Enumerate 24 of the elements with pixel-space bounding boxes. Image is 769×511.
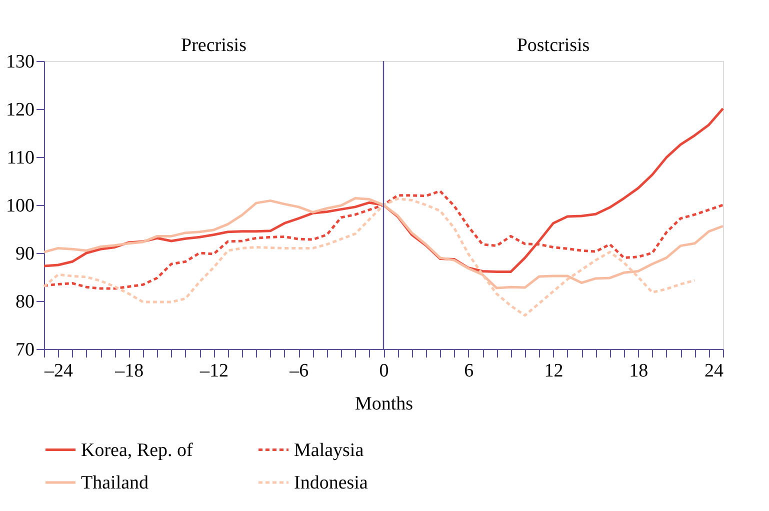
y-tick-label: 120 [6,100,34,120]
x-tick-label: –24 [44,360,74,382]
x-tick-label: 24 [704,360,724,382]
x-tick-label: 18 [629,360,648,382]
y-tick-label: 90 [16,244,34,264]
legend-label: Thailand [81,472,150,494]
legend-label: Indonesia [294,472,368,494]
text: Precrisis [181,35,246,56]
y-tick-label: 130 [6,52,34,72]
text: Postcrisis [516,35,590,56]
x-tick-label: 12 [544,360,564,382]
legend-label: Malaysia [294,440,364,461]
y-tick-label: 100 [6,196,34,216]
y-tick-label: 80 [16,292,34,312]
x-tick-label: –18 [114,360,144,382]
x-axis-title: Months [354,394,414,414]
legend-label: Korea, Rep. of [81,440,194,461]
x-tick-label: 0 [379,360,389,382]
y-tick-label: 110 [6,148,34,168]
y-tick-label: 70 [16,340,34,360]
x-tick-label: 6 [464,360,474,382]
x-tick-label: –12 [199,360,228,382]
x-tick-label: –6 [288,360,309,382]
line-series [42,198,696,317]
